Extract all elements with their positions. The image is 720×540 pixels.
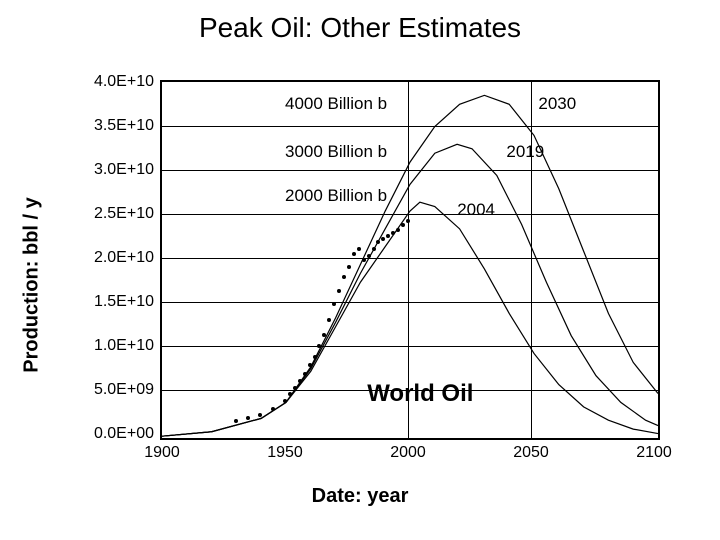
data-point <box>327 318 331 322</box>
data-point <box>234 419 238 423</box>
vgrid <box>531 82 532 438</box>
data-point <box>271 407 275 411</box>
hgrid <box>162 346 658 347</box>
data-point <box>386 234 390 238</box>
xtick-label: 2000 <box>390 444 426 462</box>
hgrid <box>162 214 658 215</box>
hgrid <box>162 390 658 391</box>
data-point <box>352 252 356 256</box>
data-point <box>342 275 346 279</box>
xtick-label: 1900 <box>144 444 180 462</box>
hgrid <box>162 258 658 259</box>
annotation: 2019 <box>506 142 544 162</box>
xtick-label: 2100 <box>636 444 672 462</box>
data-point <box>406 219 410 223</box>
data-point <box>293 386 297 390</box>
y-axis-label: Production: bbl / y <box>21 197 44 373</box>
data-point <box>298 379 302 383</box>
ytick-label: 1.0E+10 <box>94 337 154 355</box>
data-point <box>332 302 336 306</box>
data-point <box>322 333 326 337</box>
data-point <box>303 372 307 376</box>
ytick-label: 2.5E+10 <box>94 205 154 223</box>
data-point <box>367 254 371 258</box>
plot-area: World Oil 0.0E+005.0E+091.0E+101.5E+102.… <box>160 80 660 440</box>
ytick-label: 5.0E+09 <box>94 381 154 399</box>
page-title: Peak Oil: Other Estimates <box>0 12 720 44</box>
ytick-label: 0.0E+00 <box>94 425 154 443</box>
xtick-label: 1950 <box>267 444 303 462</box>
data-point <box>313 355 317 359</box>
hgrid <box>162 170 658 171</box>
data-point <box>288 392 292 396</box>
data-point <box>258 413 262 417</box>
data-point <box>337 289 341 293</box>
hgrid <box>162 302 658 303</box>
annotation: 2000 Billion b <box>285 186 387 206</box>
data-point <box>347 265 351 269</box>
annotation: 4000 Billion b <box>285 94 387 114</box>
ytick-label: 2.0E+10 <box>94 249 154 267</box>
ytick-label: 3.0E+10 <box>94 161 154 179</box>
ytick-label: 1.5E+10 <box>94 293 154 311</box>
data-point <box>246 416 250 420</box>
data-point <box>317 344 321 348</box>
data-point <box>396 228 400 232</box>
data-point <box>283 399 287 403</box>
annotation: 3000 Billion b <box>285 142 387 162</box>
data-point <box>357 247 361 251</box>
data-point <box>362 258 366 262</box>
data-point <box>401 223 405 227</box>
hgrid <box>162 126 658 127</box>
data-point <box>381 237 385 241</box>
ytick-label: 3.5E+10 <box>94 117 154 135</box>
data-point <box>308 363 312 367</box>
vgrid <box>408 82 409 438</box>
xtick-label: 2050 <box>513 444 549 462</box>
data-point <box>372 247 376 251</box>
x-axis-label: Date: year <box>312 485 409 508</box>
page: Peak Oil: Other Estimates Production: bb… <box>0 0 720 540</box>
data-point <box>376 240 380 244</box>
annotation: 2004 <box>457 200 495 220</box>
ytick-label: 4.0E+10 <box>94 73 154 91</box>
data-point <box>391 231 395 235</box>
world-oil-label: World Oil <box>363 380 477 408</box>
annotation: 2030 <box>538 94 576 114</box>
chart: Production: bbl / y Date: year World Oil… <box>50 70 670 500</box>
